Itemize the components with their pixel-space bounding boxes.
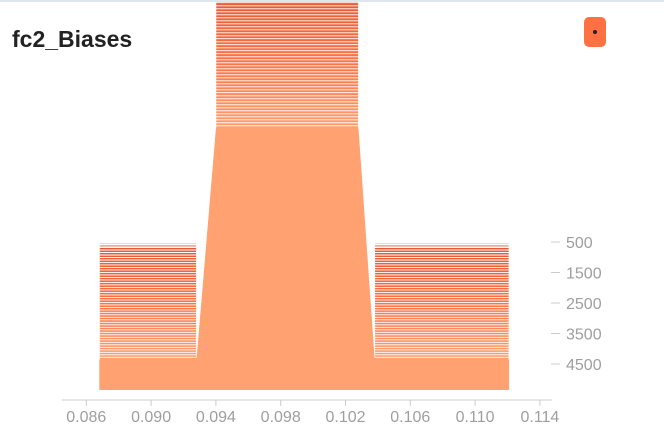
histogram-series-layer <box>98 2 510 391</box>
dot-icon <box>593 30 597 34</box>
histogram-mode-toggle[interactable] <box>584 17 606 47</box>
x-axis: 0.086 0.090 0.094 0.098 0.102 0.106 0.110 0.114 <box>62 399 559 426</box>
x-tick-label: 0.098 <box>261 409 301 426</box>
x-tick-label: 0.102 <box>325 409 365 426</box>
step-tick-label: 2500 <box>566 296 602 313</box>
step-tick-label: 3500 <box>566 327 602 344</box>
x-tick-label: 0.110 <box>456 409 495 426</box>
chart-title: fc2_Biases <box>12 26 133 52</box>
step-tick-label: 4500 <box>566 357 602 374</box>
step-tick-label: 1500 <box>566 266 602 283</box>
x-tick-label: 0.086 <box>66 409 106 426</box>
x-tick-label: 0.106 <box>390 409 430 426</box>
histogram-slice <box>99 128 510 391</box>
step-tick-label: 500 <box>566 235 593 252</box>
x-tick-label: 0.094 <box>196 409 236 426</box>
step-axis: 500 1500 2500 3500 4500 <box>551 235 602 374</box>
x-tick-label: 0.114 <box>520 409 559 426</box>
x-tick-label: 0.090 <box>131 409 171 426</box>
